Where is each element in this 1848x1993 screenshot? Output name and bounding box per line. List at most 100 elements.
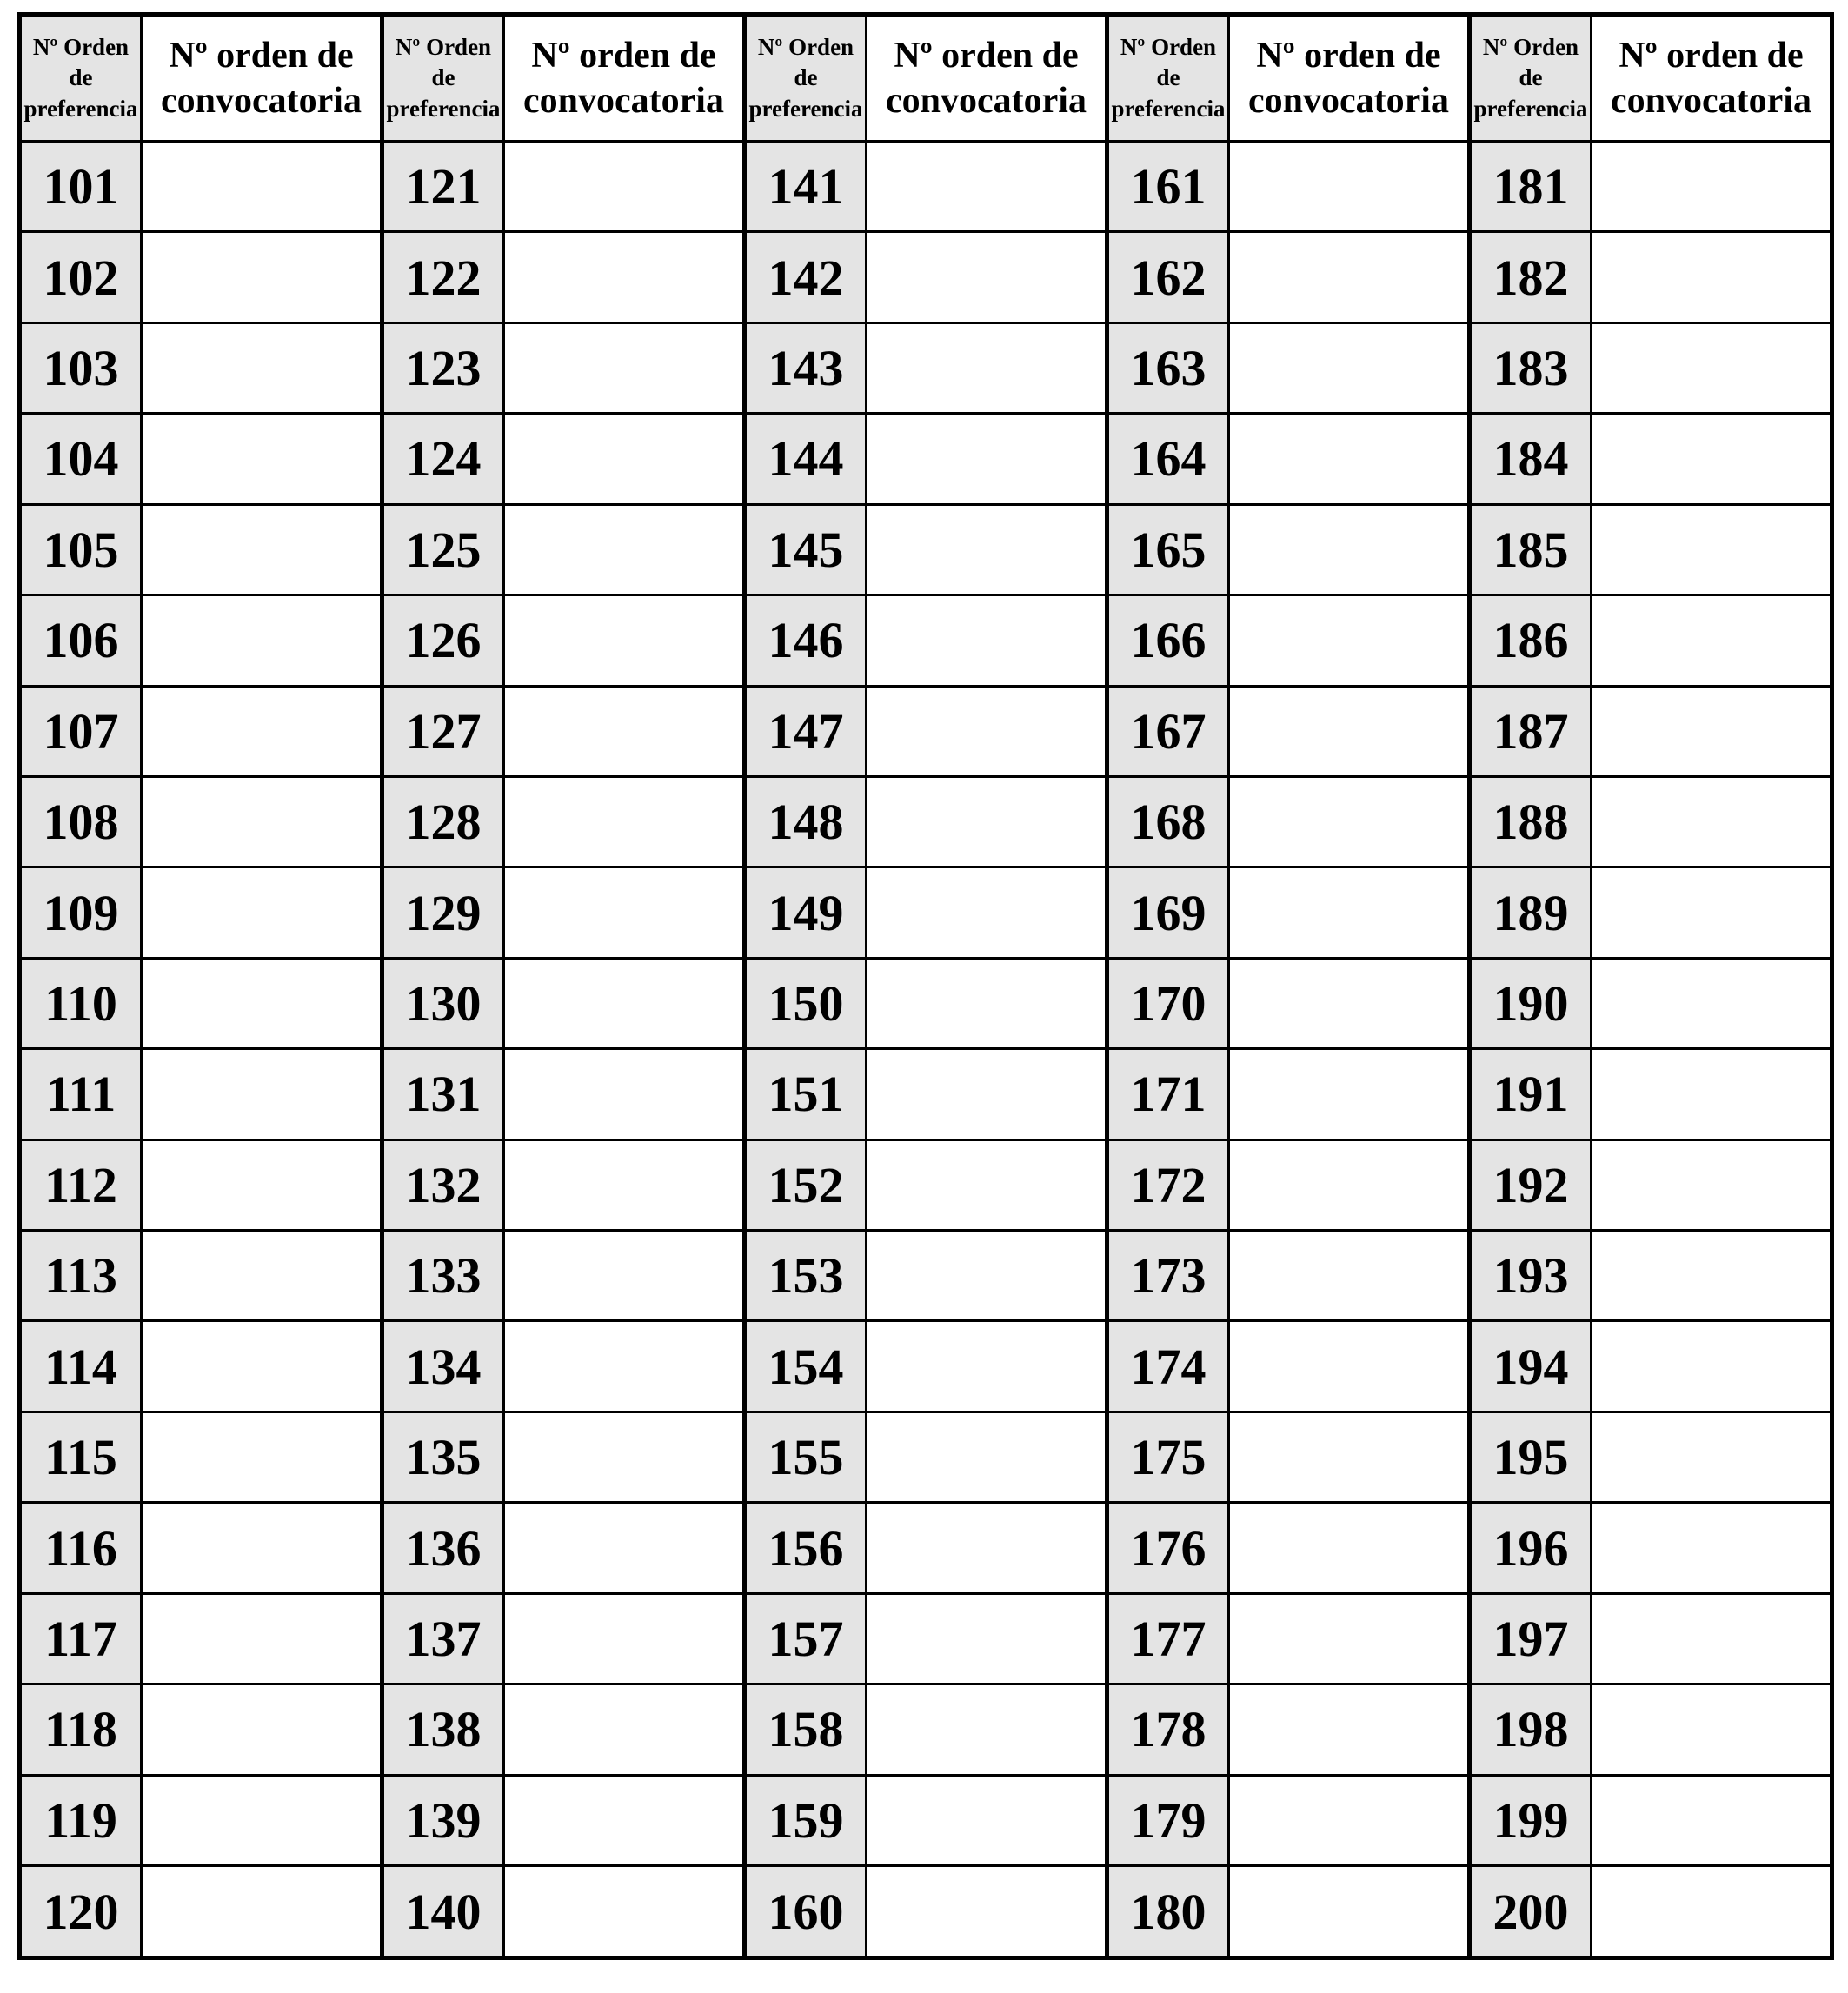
conv-entry-cell — [1227, 684, 1471, 778]
conv-entry-cell — [1227, 1410, 1471, 1505]
conv-entry-cell — [140, 1229, 383, 1323]
pref-number-cell: 121 — [380, 139, 505, 234]
conv-entry-cell — [865, 412, 1108, 506]
pref-number-cell: 105 — [17, 502, 143, 597]
table-row: 120 140 160 180 200 — [17, 1864, 1833, 1959]
conv-entry-cell — [1590, 321, 1833, 415]
pref-number-cell: 174 — [1105, 1319, 1230, 1413]
conv-entry-cell — [502, 1047, 746, 1141]
conv-entry-cell — [1590, 956, 1833, 1051]
conv-entry-cell — [1227, 1501, 1471, 1595]
table-row: 113 133 153 173 193 — [17, 1229, 1833, 1323]
pref-number-cell: 133 — [380, 1229, 505, 1323]
pref-number-cell: 128 — [380, 774, 505, 869]
pref-number-cell: 198 — [1467, 1683, 1592, 1777]
conv-entry-cell — [1590, 866, 1833, 960]
conv-entry-cell — [140, 1319, 383, 1413]
conv-entry-cell — [502, 412, 746, 506]
conv-entry-cell — [865, 866, 1108, 960]
conv-entry-cell — [1227, 1683, 1471, 1777]
pref-number-cell: 200 — [1467, 1864, 1592, 1959]
conv-entry-cell — [502, 139, 746, 234]
conv-entry-cell — [1227, 774, 1471, 869]
conv-entry-cell — [140, 502, 383, 597]
conv-column-header: Nº orden de convocatoria — [865, 13, 1108, 143]
conv-entry-cell — [1590, 1410, 1833, 1505]
conv-entry-cell — [1590, 1773, 1833, 1868]
pref-number-cell: 126 — [380, 594, 505, 688]
table-row: 109 129 149 169 189 — [17, 866, 1833, 960]
pref-number-cell: 104 — [17, 412, 143, 506]
conv-entry-cell — [1227, 1229, 1471, 1323]
pref-number-cell: 101 — [17, 139, 143, 234]
table-header: Nº Orden de preferencia Nº orden de convo… — [17, 13, 1833, 143]
conv-entry-cell — [502, 774, 746, 869]
pref-number-cell: 119 — [17, 1773, 143, 1868]
conv-entry-cell — [865, 1319, 1108, 1413]
pref-number-cell: 175 — [1105, 1410, 1230, 1505]
pref-number-cell: 177 — [1105, 1591, 1230, 1686]
conv-entry-cell — [140, 1864, 383, 1959]
pref-number-cell: 172 — [1105, 1138, 1230, 1232]
conv-entry-cell — [865, 321, 1108, 415]
conv-entry-cell — [502, 956, 746, 1051]
pref-number-cell: 194 — [1467, 1319, 1592, 1413]
pref-number-cell: 190 — [1467, 956, 1592, 1051]
pref-number-cell: 160 — [742, 1864, 867, 1959]
pref-column-header: Nº Orden de preferencia — [380, 13, 505, 143]
conv-entry-cell — [502, 594, 746, 688]
conv-entry-cell — [1590, 412, 1833, 506]
pref-number-cell: 143 — [742, 321, 867, 415]
conv-entry-cell — [140, 1047, 383, 1141]
pref-column-header: Nº Orden de preferencia — [17, 13, 143, 143]
pref-number-cell: 186 — [1467, 594, 1592, 688]
conv-entry-cell — [1227, 1138, 1471, 1232]
conv-entry-cell — [865, 684, 1108, 778]
pref-number-cell: 182 — [1467, 230, 1592, 324]
pref-number-cell: 138 — [380, 1683, 505, 1777]
table-row: 110 130 150 170 190 — [17, 956, 1833, 1051]
conv-column-header: Nº orden de convocatoria — [140, 13, 383, 143]
pref-column-header: Nº Orden de preferencia — [1467, 13, 1592, 143]
pref-number-cell: 163 — [1105, 321, 1230, 415]
pref-number-cell: 131 — [380, 1047, 505, 1141]
conv-entry-cell — [1227, 956, 1471, 1051]
pref-number-cell: 124 — [380, 412, 505, 506]
conv-entry-cell — [1227, 594, 1471, 688]
conv-entry-cell — [1227, 321, 1471, 415]
pref-number-cell: 173 — [1105, 1229, 1230, 1323]
conv-entry-cell — [140, 594, 383, 688]
table-row: 118 138 158 178 198 — [17, 1683, 1833, 1777]
pref-column-header: Nº Orden de preferencia — [1105, 13, 1230, 143]
conv-entry-cell — [1227, 139, 1471, 234]
table-row: 117 137 157 177 197 — [17, 1591, 1833, 1686]
table-row: 108 128 148 168 188 — [17, 774, 1833, 869]
conv-entry-cell — [502, 230, 746, 324]
conv-entry-cell — [1590, 230, 1833, 324]
pref-number-cell: 158 — [742, 1683, 867, 1777]
conv-entry-cell — [502, 1229, 746, 1323]
conv-column-header: Nº orden de convocatoria — [1590, 13, 1833, 143]
conv-entry-cell — [140, 866, 383, 960]
conv-entry-cell — [140, 1683, 383, 1777]
pref-number-cell: 155 — [742, 1410, 867, 1505]
conv-entry-cell — [1590, 1501, 1833, 1595]
conv-entry-cell — [865, 956, 1108, 1051]
pref-number-cell: 189 — [1467, 866, 1592, 960]
pref-number-cell: 113 — [17, 1229, 143, 1323]
pref-number-cell: 159 — [742, 1773, 867, 1868]
pref-number-cell: 179 — [1105, 1773, 1230, 1868]
pref-number-cell: 134 — [380, 1319, 505, 1413]
table-row: 103 123 143 163 183 — [17, 321, 1833, 415]
conv-entry-cell — [865, 1773, 1108, 1868]
pref-number-cell: 141 — [742, 139, 867, 234]
conv-entry-cell — [502, 1138, 746, 1232]
pref-number-cell: 197 — [1467, 1591, 1592, 1686]
pref-number-cell: 109 — [17, 866, 143, 960]
conv-entry-cell — [140, 1410, 383, 1505]
pref-number-cell: 135 — [380, 1410, 505, 1505]
conv-entry-cell — [502, 1410, 746, 1505]
conv-entry-cell — [1227, 866, 1471, 960]
pref-number-cell: 154 — [742, 1319, 867, 1413]
